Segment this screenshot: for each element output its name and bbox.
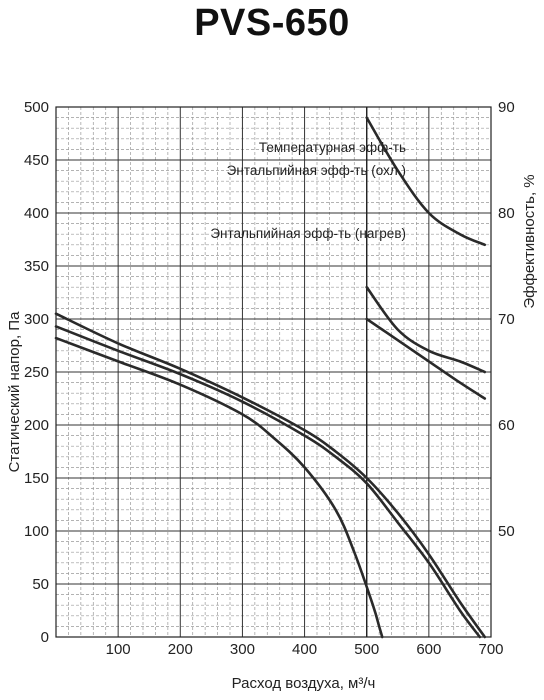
y-tick-label: 450 xyxy=(24,152,49,169)
y-tick-label: 100 xyxy=(24,523,49,540)
x-axis-label: Расход воздуха, м³/ч xyxy=(232,675,376,692)
x-tick-label: 100 xyxy=(106,641,131,658)
efficiency-curve-label: Энтальпийная эфф-ть (нагрев) xyxy=(210,226,406,241)
plot-frame xyxy=(55,106,492,638)
chart-title: PVS-650 xyxy=(194,2,350,44)
y-tick-label: 500 xyxy=(24,99,49,116)
x-tick-label: 700 xyxy=(478,641,503,658)
x-tick-label: 500 xyxy=(354,641,379,658)
y-tick-label: 400 xyxy=(24,205,49,222)
y-tick-label: 150 xyxy=(24,470,49,487)
x-tick-label: 300 xyxy=(230,641,255,658)
efficiency-curve-label: Энтальпийная эфф-ть (охл.) xyxy=(227,163,406,178)
y-tick-label: 200 xyxy=(24,417,49,434)
x-tick-label: 600 xyxy=(416,641,441,658)
y-tick-label: 300 xyxy=(24,311,49,328)
y-tick-label: 50 xyxy=(32,576,49,593)
y-tick-label: 250 xyxy=(24,364,49,381)
annotations: Температурная эфф-ть Энтальпийная эфф-ть … xyxy=(210,140,406,241)
pressure-curve-3 xyxy=(54,312,487,639)
y2-tick-label: 60 xyxy=(498,417,515,434)
efficiency-curve-1 xyxy=(365,116,487,247)
efficiency-curve-label: Температурная эфф-ть xyxy=(259,140,406,155)
pressure-curve-2 xyxy=(54,325,482,639)
y-ticks: 0 50 100 150 200 250 300 350 400 450 500 xyxy=(24,99,49,646)
curves xyxy=(54,116,487,639)
efficiency-curve-3 xyxy=(365,317,487,400)
y2-axis-label: Эффективность, % xyxy=(521,174,538,308)
pressure-curve-1 xyxy=(54,336,384,639)
x-tick-label: 400 xyxy=(292,641,317,658)
y-tick-label: 350 xyxy=(24,258,49,275)
efficiency-curve-2 xyxy=(365,285,487,374)
x-ticks: 100 200 300 400 500 600 700 xyxy=(106,641,504,658)
y2-tick-label: 70 xyxy=(498,311,515,328)
x-tick-label: 200 xyxy=(168,641,193,658)
y2-tick-label: 90 xyxy=(498,99,515,116)
y-tick-label: 0 xyxy=(41,629,49,646)
y2-ticks: 50 60 70 80 90 xyxy=(498,99,515,540)
y-axis-label: Статический напор, Па xyxy=(6,311,23,472)
y2-tick-label: 50 xyxy=(498,523,515,540)
y2-tick-label: 80 xyxy=(498,205,515,222)
